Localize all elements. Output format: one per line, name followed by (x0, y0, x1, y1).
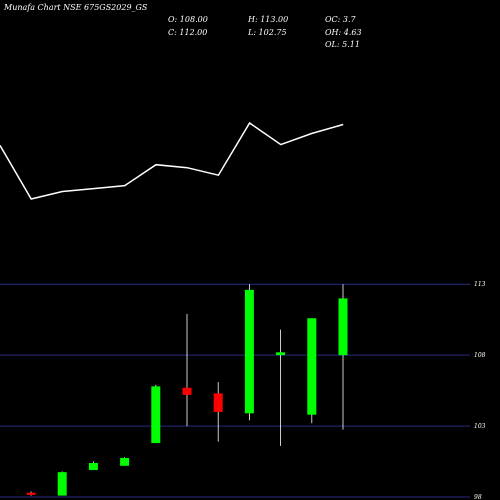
stat-value: C: 112.00 (168, 28, 207, 37)
stat-value: H: 113.00 (247, 15, 288, 24)
stat-value: OL: 5.11 (325, 40, 360, 49)
stat-value: OC: 3.7 (325, 15, 357, 24)
y-tick-label: 98 (474, 494, 482, 500)
candle (307, 318, 317, 424)
stat-value: L: 102.75 (247, 28, 287, 37)
candle-body (182, 387, 192, 395)
candle (120, 457, 130, 466)
candle (276, 329, 286, 446)
candle-body (307, 318, 317, 415)
candle (182, 313, 192, 427)
candle-body (213, 393, 223, 412)
candle-body (151, 386, 161, 444)
candle (26, 491, 36, 496)
candle (338, 284, 348, 430)
chart-title: Munafa Chart NSE 675GS2029_GS (3, 3, 148, 12)
series-line (0, 121, 344, 200)
candle (151, 384, 161, 444)
candle-body (244, 289, 254, 414)
candle-body (120, 457, 130, 466)
candle (213, 382, 223, 442)
y-tick-label: 113 (474, 281, 486, 288)
candle (88, 461, 98, 471)
candle-body (57, 472, 67, 496)
candlestick-chart (26, 284, 348, 496)
candle-body (88, 462, 98, 471)
stat-value: O: 108.00 (168, 15, 208, 24)
candle-body (338, 298, 348, 356)
y-tick-label: 103 (474, 423, 486, 430)
candle (244, 284, 254, 421)
stats-panel: O: 108.00 H: 113.00 OC: 3.7 C: 112.00 L: 102… (168, 15, 362, 49)
y-tick-label: 108 (474, 352, 486, 359)
candle-body (26, 492, 36, 495)
candle (57, 471, 67, 496)
stat-value: OH: 4.63 (325, 28, 362, 37)
candle-body (276, 352, 286, 356)
line-chart (0, 121, 344, 200)
candle-grid: 113 108 103 98 (0, 281, 486, 500)
